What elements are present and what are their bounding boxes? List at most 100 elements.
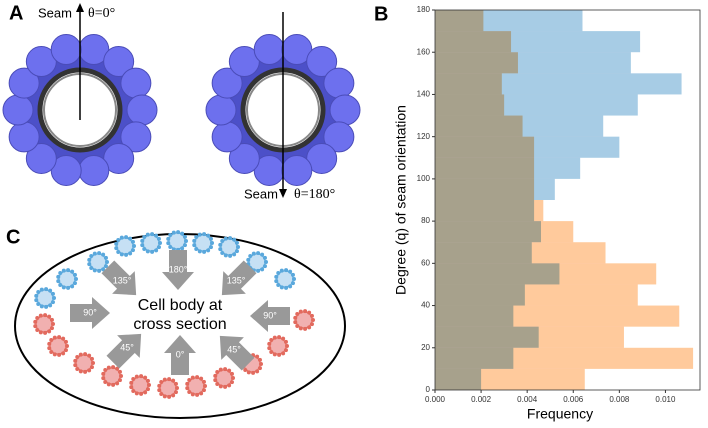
protofilament bbox=[126, 94, 158, 126]
protofilament bbox=[159, 391, 164, 396]
protofilament bbox=[145, 232, 150, 237]
protofilament bbox=[75, 366, 80, 371]
direction-arrow bbox=[250, 300, 290, 332]
protofilament bbox=[281, 154, 313, 186]
protofilament bbox=[44, 287, 49, 292]
protofilament bbox=[49, 338, 54, 343]
direction-arrow bbox=[221, 260, 257, 296]
histogram-bar bbox=[435, 10, 583, 32]
protofilament bbox=[97, 268, 102, 273]
protofilament bbox=[89, 265, 94, 270]
protofilament bbox=[61, 351, 66, 356]
protofilament bbox=[129, 380, 134, 385]
histogram-bar bbox=[435, 347, 514, 369]
protofilament bbox=[167, 394, 172, 399]
protofilament bbox=[267, 346, 272, 351]
protofilament bbox=[57, 335, 62, 340]
protofilament bbox=[140, 243, 145, 248]
protofilament bbox=[201, 379, 206, 384]
protofilament bbox=[87, 368, 92, 373]
arrow-label: 180° bbox=[169, 264, 188, 274]
arrow-label: 90° bbox=[263, 310, 277, 320]
protofilament bbox=[185, 386, 190, 391]
protofilament bbox=[119, 374, 123, 378]
protofilament bbox=[111, 365, 116, 370]
histogram-bar bbox=[435, 178, 555, 200]
y-tick-label: 120 bbox=[417, 132, 431, 141]
protofilament bbox=[143, 390, 148, 395]
protofilament bbox=[229, 380, 234, 385]
protofilament bbox=[264, 260, 268, 264]
protofilament bbox=[194, 235, 199, 240]
protofilament bbox=[25, 142, 57, 174]
protofilament bbox=[277, 335, 282, 340]
histogram-bar bbox=[435, 52, 631, 74]
protofilament bbox=[103, 142, 135, 174]
y-tick-label: 80 bbox=[421, 216, 430, 225]
protofilament bbox=[293, 315, 298, 320]
protofilament bbox=[232, 237, 237, 242]
protofilament bbox=[194, 246, 199, 251]
protofilament bbox=[52, 335, 57, 340]
x-axis-label: Frequency bbox=[527, 406, 593, 422]
arrow-label: 135° bbox=[227, 275, 246, 285]
protofilament bbox=[274, 279, 279, 284]
protofilament bbox=[39, 287, 44, 292]
protofilament bbox=[187, 378, 192, 383]
protofilament bbox=[143, 375, 148, 380]
panel-label: C bbox=[6, 226, 20, 248]
protofilament bbox=[192, 238, 197, 243]
protofilament bbox=[162, 394, 167, 399]
protofilament bbox=[58, 271, 63, 276]
protofilament bbox=[197, 232, 202, 237]
protofilament bbox=[44, 304, 49, 309]
protofilament bbox=[117, 369, 122, 374]
protofilament bbox=[129, 385, 134, 390]
direction-arrow bbox=[70, 297, 110, 329]
histogram-bar bbox=[435, 115, 604, 137]
y-tick-label: 180 bbox=[417, 5, 431, 14]
protofilament bbox=[66, 268, 71, 273]
protofilament bbox=[97, 251, 102, 256]
protofilament bbox=[139, 374, 144, 379]
protofilament bbox=[34, 298, 39, 303]
protofilament bbox=[276, 282, 281, 287]
protofilament bbox=[116, 249, 121, 254]
protofilament bbox=[65, 344, 69, 348]
protofilament bbox=[78, 369, 83, 374]
protofilament bbox=[227, 368, 232, 373]
protofilament bbox=[103, 379, 108, 384]
protofilament bbox=[128, 251, 133, 256]
protofilament bbox=[50, 300, 55, 305]
protofilament bbox=[211, 121, 243, 153]
protofilament bbox=[234, 240, 239, 245]
protofilament bbox=[114, 241, 119, 246]
protofilament bbox=[52, 352, 57, 357]
protofilament bbox=[92, 251, 97, 256]
protofilament bbox=[139, 391, 144, 396]
protofilament bbox=[58, 282, 63, 287]
protofilament bbox=[228, 236, 233, 241]
protofilament bbox=[83, 369, 88, 374]
protofilament bbox=[74, 277, 78, 281]
protofilament bbox=[262, 264, 267, 269]
angle-label: θ=180° bbox=[294, 187, 335, 202]
protofilament bbox=[49, 317, 54, 322]
protofilament bbox=[307, 310, 312, 315]
protofilament bbox=[116, 238, 121, 243]
protofilament bbox=[157, 388, 162, 393]
protofilament bbox=[215, 381, 220, 386]
protofilament bbox=[272, 352, 277, 357]
protofilament bbox=[159, 380, 164, 385]
protofilament bbox=[145, 249, 150, 254]
protofilament bbox=[251, 370, 256, 375]
direction-arrow bbox=[164, 335, 196, 375]
protofilament bbox=[223, 367, 228, 372]
protofilament bbox=[236, 245, 240, 249]
protofilament bbox=[63, 348, 68, 353]
protofilament bbox=[218, 367, 223, 372]
protofilament bbox=[150, 232, 155, 237]
protofilament bbox=[101, 371, 106, 376]
x-tick-label: 0.008 bbox=[609, 395, 630, 404]
